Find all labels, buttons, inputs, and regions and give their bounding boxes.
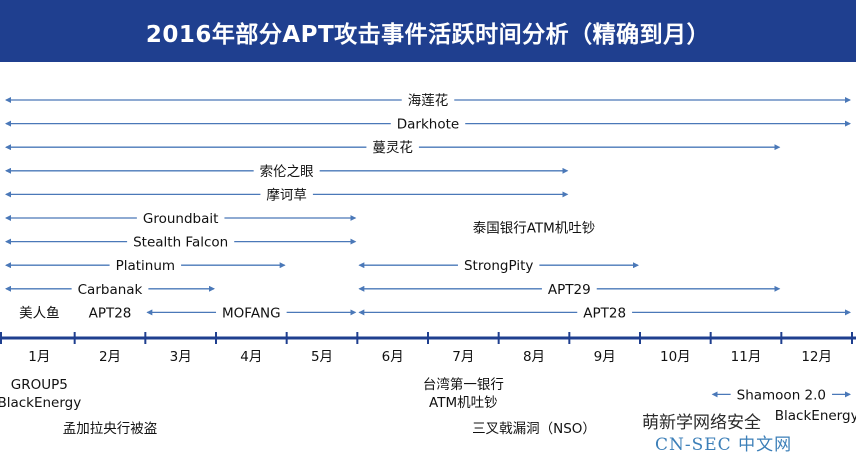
event-label: 蔓灵花 [372,140,413,156]
month-label: 4月 [240,349,262,365]
banner-background [0,0,856,62]
month-label: 8月 [523,349,545,365]
event-16: GROUP5 [11,377,68,393]
event-label: Shamoon 2.0 [737,387,826,403]
event-21: 三叉戟漏洞（NSO） [472,421,596,437]
event-11: APT29 [358,282,781,298]
event-label: Stealth Falcon [133,235,228,251]
event-18: 孟加拉央行被盗 [63,421,158,437]
event-label: 泰国银行ATM机吐钞 [473,220,596,236]
watermark-text: 萌新学网络安全 [640,408,763,433]
month-axis: 1月 2月 3月 4月 5月 6月 7月 8月 9月 10月 11月 12月 [0,332,856,365]
event-3: 索伦之眼 [5,164,569,180]
month-label: 6月 [382,349,404,365]
month-label: 2月 [99,349,121,365]
month-label: 5月 [311,349,333,365]
event-1: Darkhote [5,117,851,133]
event-label: ATM机吐钞 [429,395,498,411]
month-label: 10月 [660,349,691,365]
event-label: Groundbait [143,211,219,227]
event-17: BlackEnergy [0,395,81,411]
event-0: 海莲花 [5,93,851,109]
month-label: 7月 [452,349,474,365]
event-label: BlackEnergy [775,408,856,424]
event-22: Shamoon 2.0 [711,387,851,403]
event-label: 孟加拉央行被盗 [63,421,158,437]
event-4: 摩诃草 [5,186,569,203]
event-label: 海莲花 [408,93,449,109]
event-7: Stealth Falcon [5,235,357,251]
event-6: 泰国银行ATM机吐钞 [473,220,596,236]
event-label: 台湾第一银行 [423,376,504,393]
title-banner [0,0,856,62]
event-5: Groundbait [5,211,357,227]
event-label: 摩诃草 [266,186,307,203]
month-label: 1月 [28,349,50,365]
event-label: BlackEnergy [0,395,81,411]
event-label: APT28 [89,305,132,321]
event-label: 三叉戟漏洞（NSO） [472,421,596,437]
event-20: ATM机吐钞 [429,395,498,411]
event-8: Platinum [5,258,286,274]
event-label: APT29 [548,282,591,298]
month-label: 9月 [594,349,616,365]
event-19: 台湾第一银行 [423,376,504,393]
event-13: APT28 [89,305,132,321]
event-label: MOFANG [222,305,281,321]
event-label: GROUP5 [11,377,68,393]
month-label: 11月 [731,349,762,365]
month-label: 12月 [801,349,832,365]
month-label: 3月 [170,349,192,365]
event-23: BlackEnergy [775,408,856,424]
event-15: APT28 [358,305,851,321]
page-title: 2016年部分APT攻击事件活跃时间分析（精确到月） [145,22,711,48]
event-label: Carbanak [78,282,143,298]
event-label: 美人鱼 [19,304,60,321]
event-label: StrongPity [464,258,533,274]
event-14: MOFANG [146,305,357,321]
event-12: 美人鱼 [19,304,60,321]
event-label: Darkhote [397,117,459,133]
event-2: 蔓灵花 [5,140,781,156]
event-10: Carbanak [5,282,215,298]
event-label: Platinum [116,258,175,274]
watermark-site: CN-SEC 中文网 [655,435,793,455]
event-label: 索伦之眼 [260,164,314,180]
event-label: APT28 [583,305,626,321]
event-9: StrongPity [358,258,639,274]
